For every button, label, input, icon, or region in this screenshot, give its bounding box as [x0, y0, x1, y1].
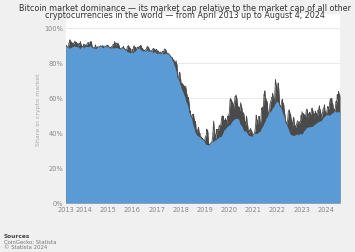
Text: CoinGecko; Statista: CoinGecko; Statista — [4, 239, 56, 244]
Text: Bitcoin market dominance — its market cap relative to the market cap of all othe: Bitcoin market dominance — its market ca… — [18, 4, 351, 13]
Text: © Statista 2024: © Statista 2024 — [4, 244, 47, 249]
Y-axis label: Share in crypto market: Share in crypto market — [36, 73, 41, 145]
Text: Sources: Sources — [4, 233, 30, 238]
Text: cryptocurrencies in the world — from April 2013 up to August 4, 2024: cryptocurrencies in the world — from Apr… — [45, 11, 324, 20]
